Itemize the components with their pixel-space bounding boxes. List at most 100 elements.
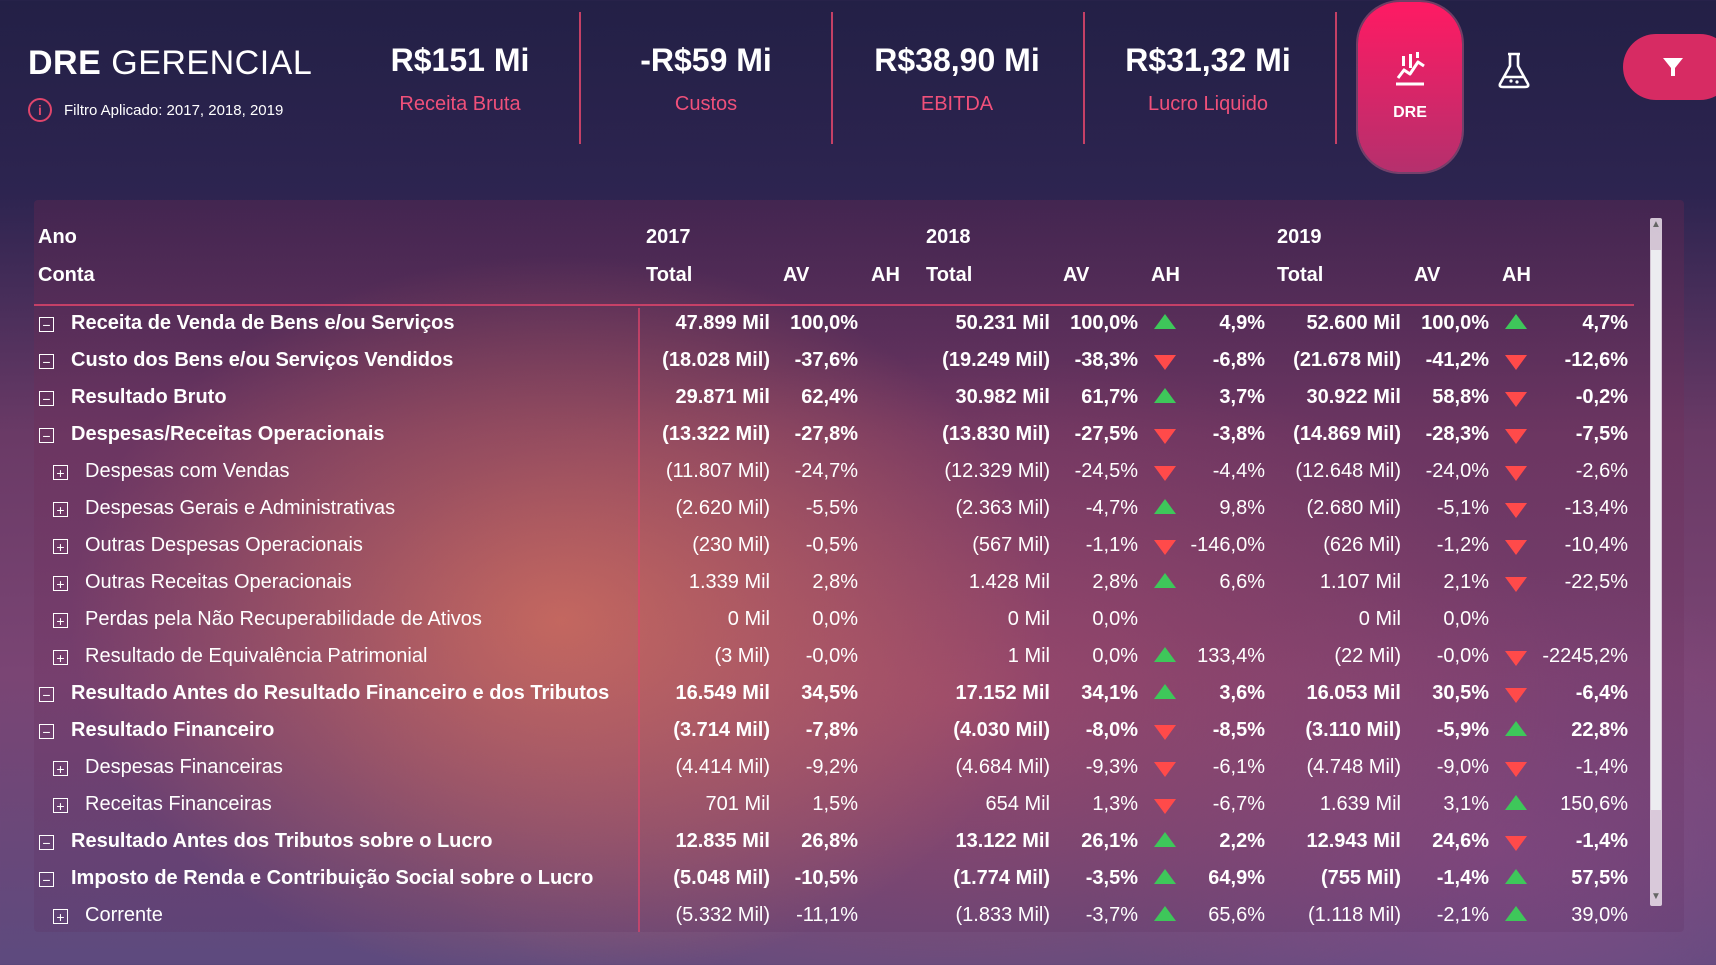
dre-matrix-panel xyxy=(34,200,1684,932)
trend-down-icon xyxy=(1505,355,1527,370)
year-header-2019: 2019 xyxy=(1277,226,1322,248)
header-divider xyxy=(34,304,1634,306)
cell-total: (1.833 Mil) xyxy=(955,904,1050,926)
collapse-icon[interactable]: − xyxy=(39,428,54,443)
expand-icon[interactable]: + xyxy=(53,798,68,813)
table-row[interactable]: + Corrente (5.332 Mil) -11,1% (1.833 Mil) -3,… xyxy=(0,900,1716,936)
flask-icon[interactable] xyxy=(1494,50,1534,90)
applied-filter: i Filtro Aplicado: 2017, 2018, 2019 xyxy=(28,98,283,122)
trend-up-icon xyxy=(1154,832,1176,847)
trend-up-icon xyxy=(1154,906,1176,921)
cell-total: (13.830 Mil) xyxy=(942,423,1050,445)
table-row[interactable]: + Outras Receitas Operacionais 1.339 Mil 2,… xyxy=(0,567,1716,603)
table-row[interactable]: + Despesas Financeiras (4.414 Mil) -9,2% (4.… xyxy=(0,752,1716,788)
expand-icon[interactable]: + xyxy=(53,502,68,517)
table-row[interactable]: + Resultado de Equivalência Patrimonial (3… xyxy=(0,641,1716,677)
trend-down-icon xyxy=(1505,836,1527,851)
row-header-account: Conta xyxy=(38,264,95,286)
expand-icon[interactable]: + xyxy=(53,761,68,776)
cell-av: 0,0% xyxy=(1443,608,1489,630)
cell-total: 701 Mil xyxy=(705,793,770,815)
collapse-icon[interactable]: − xyxy=(39,724,54,739)
cell-total: (11.807 Mil) xyxy=(665,460,770,482)
trend-down-icon xyxy=(1505,688,1527,703)
expand-icon[interactable]: + xyxy=(53,909,68,924)
col-header-total[interactable]: Total xyxy=(646,264,693,286)
col-header-ah[interactable]: AH xyxy=(871,264,900,286)
expand-icon[interactable]: + xyxy=(53,539,68,554)
collapse-icon[interactable]: − xyxy=(39,835,54,850)
col-header-av[interactable]: AV xyxy=(783,264,810,286)
scrollbar-thumb[interactable] xyxy=(1651,250,1661,810)
col-header-total[interactable]: Total xyxy=(1277,264,1324,286)
kpi-receita-bruta: R$151 Mi Receita Bruta xyxy=(345,42,575,116)
cell-ah: 39,0% xyxy=(1571,904,1628,926)
table-row[interactable]: + Receitas Financeiras 701 Mil 1,5% 654 Mil 1… xyxy=(0,789,1716,825)
account-name: Resultado Antes dos Tributos sobre o Luc… xyxy=(71,830,493,852)
collapse-icon[interactable]: − xyxy=(39,317,54,332)
table-row[interactable]: − Custo dos Bens e/ou Serviços Vendidos (1… xyxy=(0,345,1716,381)
scroll-down-arrow-icon[interactable]: ▼ xyxy=(1651,891,1661,902)
cell-av: 2,1% xyxy=(1443,571,1489,593)
expand-icon[interactable]: + xyxy=(53,650,68,665)
collapse-icon[interactable]: − xyxy=(39,391,54,406)
filter-toggle-button[interactable] xyxy=(1623,34,1716,100)
collapse-icon[interactable]: − xyxy=(39,354,54,369)
table-row[interactable]: − Receita de Venda de Bens e/ou Serviços 4… xyxy=(0,308,1716,344)
cell-total: 16.053 Mil xyxy=(1306,682,1401,704)
table-row[interactable]: − Resultado Antes dos Tributos sobre o Lu… xyxy=(0,826,1716,862)
col-header-av[interactable]: AV xyxy=(1063,264,1090,286)
col-header-ah[interactable]: AH xyxy=(1502,264,1531,286)
cell-total: 1.107 Mil xyxy=(1319,571,1401,593)
cell-total: 0 Mil xyxy=(1007,608,1050,630)
table-row[interactable]: − Despesas/Receitas Operacionais (13.322 M… xyxy=(0,419,1716,455)
table-row[interactable]: − Resultado Bruto 29.871 Mil 62,4% 30.982 Mi… xyxy=(0,382,1716,418)
trend-down-icon xyxy=(1154,466,1176,481)
expand-icon[interactable]: + xyxy=(53,465,68,480)
cell-av: -5,5% xyxy=(805,497,858,519)
cell-av: -7,8% xyxy=(805,719,858,741)
expand-icon[interactable]: + xyxy=(53,613,68,628)
collapse-icon[interactable]: − xyxy=(39,872,54,887)
table-row[interactable]: + Perdas pela Não Recuperabilidade de Ati… xyxy=(0,604,1716,640)
account-name: Outras Receitas Operacionais xyxy=(85,571,352,593)
trend-up-icon xyxy=(1505,906,1527,921)
cell-total: 1 Mil xyxy=(1007,645,1050,667)
trend-up-icon xyxy=(1505,869,1527,884)
cell-ah: -1,4% xyxy=(1575,756,1628,778)
cell-av: -11,1% xyxy=(796,904,858,926)
kpi-custos: -R$59 Mi Custos xyxy=(591,42,821,116)
dre-nav-button[interactable]: DRE xyxy=(1358,2,1462,172)
info-icon[interactable]: i xyxy=(28,98,52,122)
col-header-av[interactable]: AV xyxy=(1414,264,1441,286)
kpi-value: R$151 Mi xyxy=(390,42,530,78)
cell-ah: -4,4% xyxy=(1212,460,1265,482)
cell-av: -24,5% xyxy=(1074,460,1138,482)
table-row[interactable]: + Despesas Gerais e Administrativas (2.620… xyxy=(0,493,1716,529)
cell-total: (2.363 Mil) xyxy=(955,497,1050,519)
cell-av: 62,4% xyxy=(801,386,858,408)
table-row[interactable]: + Despesas com Vendas (11.807 Mil) -24,7% (1… xyxy=(0,456,1716,492)
trend-down-icon xyxy=(1505,392,1527,407)
cell-av: 26,8% xyxy=(801,830,858,852)
account-name: Perdas pela Não Recuperabilidade de Ativ… xyxy=(85,608,482,630)
cell-av: -5,1% xyxy=(1436,497,1489,519)
table-row[interactable]: − Resultado Financeiro (3.714 Mil) -7,8% (4.… xyxy=(0,715,1716,751)
expand-icon[interactable]: + xyxy=(53,576,68,591)
trend-down-icon xyxy=(1154,725,1176,740)
scroll-up-arrow-icon[interactable]: ▲ xyxy=(1651,219,1661,230)
cell-av: -9,0% xyxy=(1436,756,1489,778)
cell-av: 2,8% xyxy=(1092,571,1138,593)
col-header-ah[interactable]: AH xyxy=(1151,264,1180,286)
table-row[interactable]: − Imposto de Renda e Contribuição Social … xyxy=(0,863,1716,899)
table-row[interactable]: + Outras Despesas Operacionais (230 Mil) -0… xyxy=(0,530,1716,566)
cell-total: 654 Mil xyxy=(985,793,1050,815)
col-header-total[interactable]: Total xyxy=(926,264,973,286)
cell-av: -3,7% xyxy=(1085,904,1138,926)
table-row[interactable]: − Resultado Antes do Resultado Financeiro… xyxy=(0,678,1716,714)
trend-up-icon xyxy=(1154,499,1176,514)
kpi-ebitda: R$38,90 Mi EBITDA xyxy=(842,42,1072,116)
cell-av: -3,5% xyxy=(1085,867,1138,889)
account-name: Resultado de Equivalência Patrimonial xyxy=(85,645,428,667)
collapse-icon[interactable]: − xyxy=(39,687,54,702)
